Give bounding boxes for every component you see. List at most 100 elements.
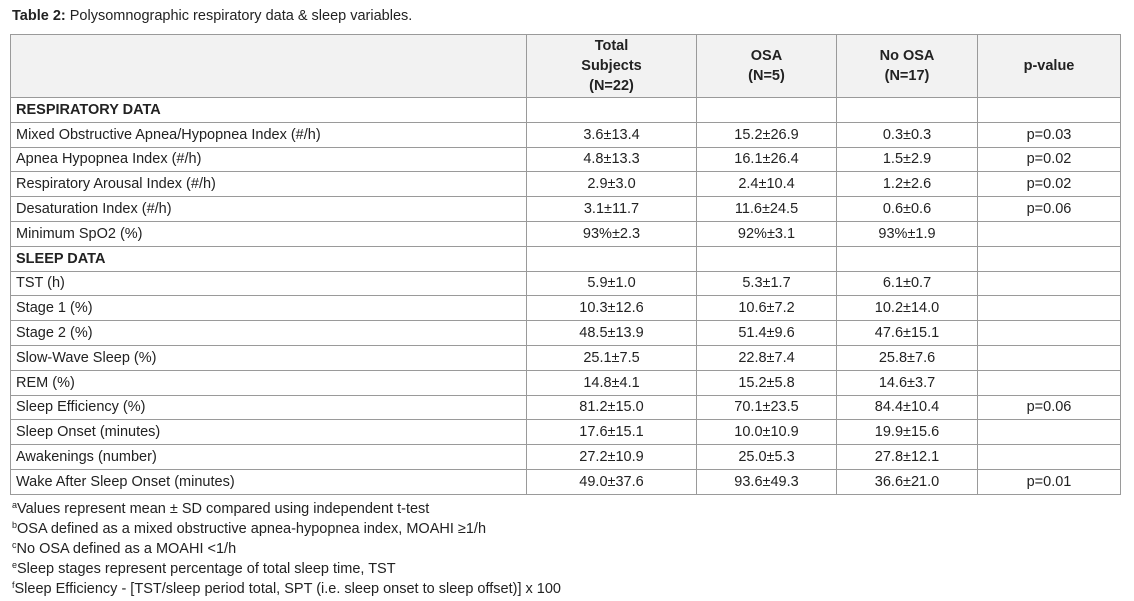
total-subjects-value: 48.5±13.9 xyxy=(526,320,697,346)
p-value-cell xyxy=(977,369,1121,396)
section-empty-cell xyxy=(836,245,978,272)
total-subjects-value: 2.9±3.0 xyxy=(526,171,697,198)
osa-value: 15.2±26.9 xyxy=(696,121,837,148)
osa-value: 16.1±26.4 xyxy=(696,146,837,173)
table-row: Mixed Obstructive Apnea/Hypopnea Index (… xyxy=(10,121,1121,148)
no-osa-value: 36.6±21.0 xyxy=(836,468,978,495)
p-value-cell xyxy=(977,320,1121,346)
total-subjects-value: 10.3±12.6 xyxy=(526,295,697,322)
total-subjects-value: 3.6±13.4 xyxy=(526,121,697,148)
no-osa-value: 0.3±0.3 xyxy=(836,121,978,148)
header-no-osa-line: No OSA xyxy=(879,48,935,64)
section-empty-cell xyxy=(696,245,837,272)
header-osa-line: OSA xyxy=(750,48,783,64)
row-label: Apnea Hypopnea Index (#/h) xyxy=(10,146,527,173)
no-osa-value: 25.8±7.6 xyxy=(836,344,978,371)
osa-value: 10.6±7.2 xyxy=(696,295,837,322)
total-subjects-value: 81.2±15.0 xyxy=(526,394,697,421)
header-total-line: Total xyxy=(594,38,629,54)
footnote-text: Sleep stages represent percentage of tot… xyxy=(17,561,396,577)
footnote: eSleep stages represent percentage of to… xyxy=(12,559,561,579)
footnote-mark: a xyxy=(12,500,18,510)
total-subjects-value: 27.2±10.9 xyxy=(526,444,697,470)
osa-value: 15.2±5.8 xyxy=(696,369,837,396)
header-no-osa-line: (N=17) xyxy=(884,68,930,84)
header-osa-line: (N=5) xyxy=(748,68,785,84)
row-label: Stage 2 (%) xyxy=(10,320,527,346)
no-osa-value: 0.6±0.6 xyxy=(836,196,978,222)
table-row: Minimum SpO2 (%) 93%±2.3 92%±3.1 93%±1.9 xyxy=(10,220,1121,247)
no-osa-value: 1.2±2.6 xyxy=(836,171,978,198)
table-row: Respiratory Arousal Index (#/h) 2.9±3.0 2.… xyxy=(10,171,1121,198)
table-caption-label: Table 2: xyxy=(12,8,66,24)
table-body: RESPIRATORY DATA Mixed Obstructive Apnea/… xyxy=(10,97,1121,495)
p-value-cell: p=0.03 xyxy=(977,121,1121,148)
table-row: Wake After Sleep Onset (minutes) 49.0±37.… xyxy=(10,468,1121,495)
table-row: Apnea Hypopnea Index (#/h) 4.8±13.3 16.1±2… xyxy=(10,146,1121,173)
no-osa-value: 47.6±15.1 xyxy=(836,320,978,346)
table-row: Sleep Onset (minutes) 17.6±15.1 10.0±10.9 1… xyxy=(10,419,1121,446)
total-subjects-value: 3.1±11.7 xyxy=(526,196,697,222)
osa-value: 22.8±7.4 xyxy=(696,344,837,371)
osa-value: 11.6±24.5 xyxy=(696,196,837,222)
p-value-cell xyxy=(977,220,1121,247)
footnote: aValues represent mean ± SD compared usi… xyxy=(12,499,561,519)
row-label: Stage 1 (%) xyxy=(10,295,527,322)
p-value-cell xyxy=(977,419,1121,446)
p-value-cell xyxy=(977,270,1121,297)
total-subjects-value: 5.9±1.0 xyxy=(526,270,697,297)
osa-value: 70.1±23.5 xyxy=(696,394,837,421)
footnote-text: No OSA defined as a MOAHI <1/h xyxy=(16,541,237,557)
p-value-cell: p=0.02 xyxy=(977,146,1121,173)
no-osa-value: 93%±1.9 xyxy=(836,220,978,247)
table-header-row: Total Subjects (N=22) OSA (N=5) No OSA (… xyxy=(10,34,1121,98)
section-empty-cell xyxy=(977,97,1121,123)
header-no-osa: No OSA (N=17) xyxy=(836,34,978,98)
table-row: REM (%) 14.8±4.1 15.2±5.8 14.6±3.7 xyxy=(10,369,1121,396)
footnote-mark: e xyxy=(12,560,18,570)
row-label: Minimum SpO2 (%) xyxy=(10,220,527,247)
total-subjects-value: 4.8±13.3 xyxy=(526,146,697,173)
row-label: Desaturation Index (#/h) xyxy=(10,196,527,222)
no-osa-value: 19.9±15.6 xyxy=(836,419,978,446)
row-label: Sleep Onset (minutes) xyxy=(10,419,527,446)
data-table: Total Subjects (N=22) OSA (N=5) No OSA (… xyxy=(10,34,1121,495)
row-label: Awakenings (number) xyxy=(10,444,527,470)
footnote: cNo OSA defined as a MOAHI <1/h xyxy=(12,539,561,559)
osa-value: 92%±3.1 xyxy=(696,220,837,247)
footnote-mark: f xyxy=(12,580,15,590)
section-empty-cell xyxy=(526,97,697,123)
no-osa-value: 6.1±0.7 xyxy=(836,270,978,297)
row-label: Mixed Obstructive Apnea/Hypopnea Index (… xyxy=(10,121,527,148)
footnote-text: OSA defined as a mixed obstructive apnea… xyxy=(17,521,487,537)
osa-value: 25.0±5.3 xyxy=(696,444,837,470)
p-value-cell xyxy=(977,344,1121,371)
p-value-cell: p=0.06 xyxy=(977,394,1121,421)
no-osa-value: 27.8±12.1 xyxy=(836,444,978,470)
row-label: Slow-Wave Sleep (%) xyxy=(10,344,527,371)
header-total-line: (N=22) xyxy=(589,78,634,94)
row-label: REM (%) xyxy=(10,369,527,396)
p-value-cell: p=0.01 xyxy=(977,468,1121,495)
table-caption-text: Polysomnographic respiratory data & slee… xyxy=(65,8,413,24)
osa-value: 51.4±9.6 xyxy=(696,320,837,346)
footnote-text: Values represent mean ± SD compared usin… xyxy=(17,501,430,517)
section-header-row: SLEEP DATA xyxy=(10,245,1121,272)
footnote-mark: c xyxy=(12,540,17,550)
section-empty-cell xyxy=(836,97,978,123)
section-empty-cell xyxy=(526,245,697,272)
no-osa-value: 84.4±10.4 xyxy=(836,394,978,421)
p-value-cell: p=0.06 xyxy=(977,196,1121,222)
table-row: Sleep Efficiency (%) 81.2±15.0 70.1±23.5 84… xyxy=(10,394,1121,421)
footnote-text: Sleep Efficiency - [TST/sleep period tot… xyxy=(14,581,561,597)
section-empty-cell xyxy=(977,245,1121,272)
header-p-value: p-value xyxy=(977,34,1121,98)
p-value-cell xyxy=(977,295,1121,322)
p-value-cell xyxy=(977,444,1121,470)
table-row: Desaturation Index (#/h) 3.1±11.7 11.6±24.… xyxy=(10,196,1121,222)
total-subjects-value: 93%±2.3 xyxy=(526,220,697,247)
no-osa-value: 10.2±14.0 xyxy=(836,295,978,322)
footnotes: aValues represent mean ± SD compared usi… xyxy=(12,499,561,599)
total-subjects-value: 49.0±37.6 xyxy=(526,468,697,495)
footnote: fSleep Efficiency - [TST/sleep period to… xyxy=(12,579,561,599)
